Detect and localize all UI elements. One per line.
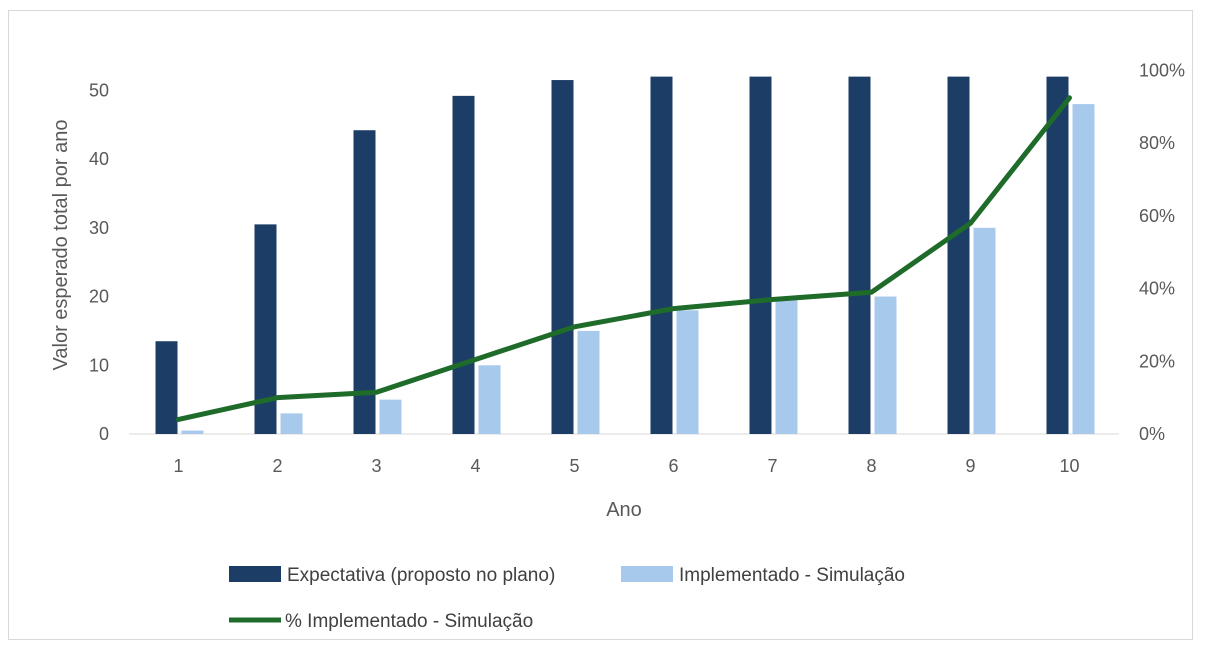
- x-axis-ticks: 1 2 3 4 5 6 7 8 9 10: [173, 456, 1079, 476]
- x-tick-8: 8: [866, 456, 876, 476]
- y-tick-0: 0: [99, 424, 109, 444]
- bar-expectativa-proposto-no-plano-9: [947, 76, 970, 435]
- legend-swatch-implementado: [621, 566, 673, 582]
- y-tick-10: 10: [89, 355, 109, 375]
- line-percent-implementado-simulacao: [176, 95, 1072, 422]
- bar-implementado-simulacao-8: [874, 296, 897, 434]
- x-tick-10: 10: [1059, 456, 1079, 476]
- x-tick-2: 2: [272, 456, 282, 476]
- y-tick-40: 40: [89, 149, 109, 169]
- x-tick-3: 3: [371, 456, 381, 476]
- bar-implementado-simulacao-4: [478, 365, 501, 434]
- x-tick-5: 5: [569, 456, 579, 476]
- bar-implementado-simulacao-2: [280, 413, 303, 434]
- bar-implementado-simulacao-7: [775, 299, 798, 434]
- bars: [155, 76, 1095, 435]
- y2-tick-0percent: 0%: [1139, 424, 1165, 444]
- bar-implementado-simulacao-5: [577, 330, 600, 434]
- legend-label-percent-implementado: % Implementado - Simulação: [285, 611, 533, 632]
- bar-expectativa-proposto-no-plano-8: [848, 76, 871, 435]
- x-tick-4: 4: [470, 456, 480, 476]
- y-axis-title: Valor esperado total por ano: [50, 120, 72, 371]
- bar-implementado-simulacao-6: [676, 310, 699, 434]
- bar-expectativa-proposto-no-plano-7: [749, 76, 772, 435]
- legend-label-expectativa: Expectativa (proposto no plano): [287, 565, 555, 586]
- y2-tick-20percent: 20%: [1139, 351, 1175, 371]
- y-tick-50: 50: [89, 80, 109, 100]
- line-series: [176, 95, 1072, 422]
- x-tick-9: 9: [965, 456, 975, 476]
- bar-implementado-simulacao-9: [973, 227, 996, 434]
- legend: Expectativa (proposto no plano) Implemen…: [229, 565, 905, 632]
- y2-tick-60percent: 60%: [1139, 206, 1175, 226]
- bar-expectativa-proposto-no-plano-10: [1046, 76, 1069, 435]
- y2-tick-100percent: 100%: [1139, 61, 1185, 81]
- x-axis-title: Ano: [606, 499, 642, 521]
- legend-label-implementado: Implementado - Simulação: [679, 565, 905, 586]
- y-tick-20: 20: [89, 287, 109, 307]
- y2-tick-40percent: 40%: [1139, 279, 1175, 299]
- bar-expectativa-proposto-no-plano-1: [155, 341, 178, 434]
- x-tick-7: 7: [767, 456, 777, 476]
- bar-expectativa-proposto-no-plano-3: [353, 130, 376, 434]
- bar-expectativa-proposto-no-plano-5: [551, 80, 574, 435]
- x-tick-6: 6: [668, 456, 678, 476]
- legend-item-implementado: Implementado - Simulação: [621, 565, 905, 586]
- bar-implementado-simulacao-1: [181, 430, 204, 434]
- combo-chart: 0 10 20 30 40 50 0% 20% 40% 60% 80% 100% 1 2 3 4 5 6 7 8 9…: [50, 61, 1185, 632]
- bar-expectativa-proposto-no-plano-4: [452, 95, 475, 434]
- y2-tick-80percent: 80%: [1139, 133, 1175, 153]
- chart-frame: 0 10 20 30 40 50 0% 20% 40% 60% 80% 100% 1 2 3 4 5 6 7 8 9…: [8, 10, 1193, 640]
- right-axis-ticks: 0% 20% 40% 60% 80% 100%: [1139, 61, 1185, 444]
- y-tick-30: 30: [89, 218, 109, 238]
- bar-implementado-simulacao-10: [1072, 104, 1095, 434]
- x-tick-1: 1: [173, 456, 183, 476]
- legend-item-expectativa: Expectativa (proposto no plano): [229, 565, 555, 586]
- left-axis-ticks: 0 10 20 30 40 50: [89, 80, 109, 444]
- bar-implementado-simulacao-3: [379, 399, 402, 434]
- legend-item-percent-implementado: % Implementado - Simulação: [229, 611, 533, 632]
- legend-swatch-expectativa: [229, 566, 281, 582]
- bar-expectativa-proposto-no-plano-6: [650, 76, 673, 435]
- bar-expectativa-proposto-no-plano-2: [254, 224, 277, 434]
